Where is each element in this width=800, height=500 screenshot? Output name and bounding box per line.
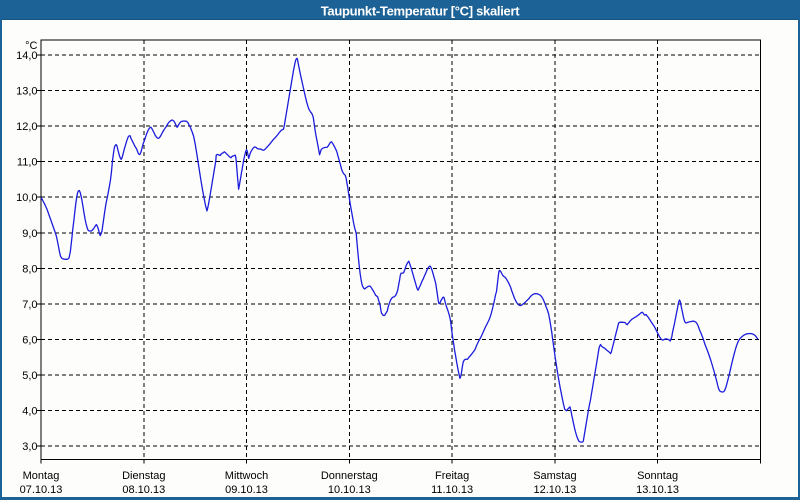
svg-text:Mittwoch: Mittwoch	[225, 470, 268, 482]
svg-text:Sonntag: Sonntag	[637, 470, 678, 482]
svg-text:11,0: 11,0	[17, 157, 38, 169]
svg-text:5,0: 5,0	[22, 370, 37, 382]
svg-text:Taupunkt-Temperatur [°C] skali: Taupunkt-Temperatur [°C] skaliert	[321, 4, 520, 19]
svg-text:Montag: Montag	[23, 470, 60, 482]
svg-text:6,0: 6,0	[22, 334, 37, 346]
svg-text:12.10.13: 12.10.13	[533, 484, 576, 496]
svg-text:Dienstag: Dienstag	[122, 470, 165, 482]
svg-text:13.10.13: 13.10.13	[636, 484, 679, 496]
svg-text:07.10.13: 07.10.13	[20, 484, 63, 496]
svg-text:°C: °C	[25, 40, 37, 52]
svg-text:Samstag: Samstag	[533, 470, 576, 482]
svg-text:12,0: 12,0	[16, 121, 37, 133]
svg-text:11.10.13: 11.10.13	[431, 484, 473, 496]
svg-text:4,0: 4,0	[22, 405, 37, 417]
svg-text:8,0: 8,0	[22, 263, 37, 275]
svg-text:9,0: 9,0	[22, 228, 37, 240]
svg-text:10.10.13: 10.10.13	[328, 484, 371, 496]
svg-text:14,0: 14,0	[16, 50, 37, 62]
svg-text:08.10.13: 08.10.13	[122, 484, 165, 496]
svg-text:3,0: 3,0	[22, 441, 37, 453]
svg-text:Donnerstag: Donnerstag	[321, 470, 378, 482]
svg-text:13,0: 13,0	[16, 86, 37, 98]
svg-text:10,0: 10,0	[16, 192, 37, 204]
svg-text:Freitag: Freitag	[435, 470, 469, 482]
svg-text:7,0: 7,0	[22, 299, 37, 311]
svg-text:09.10.13: 09.10.13	[225, 484, 268, 496]
